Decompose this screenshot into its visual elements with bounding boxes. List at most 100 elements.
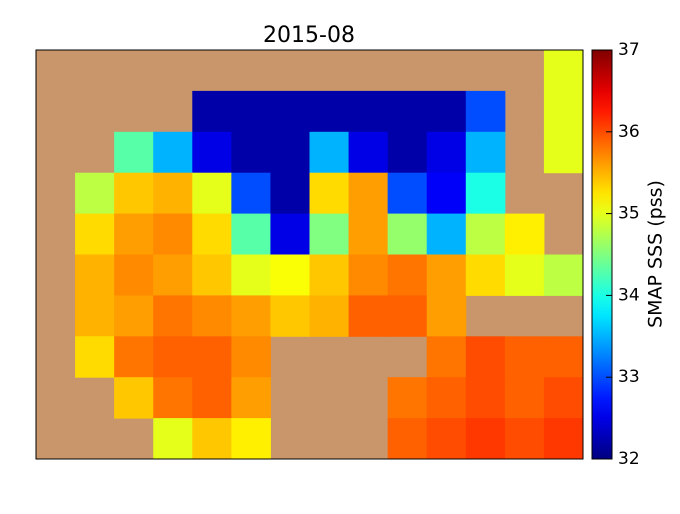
salinity-cell bbox=[504, 254, 545, 296]
salinity-cell bbox=[348, 131, 389, 174]
salinity-cell bbox=[114, 377, 154, 419]
salinity-cell bbox=[387, 418, 428, 460]
colorbar-tick-label: 35 bbox=[618, 204, 640, 224]
salinity-cell bbox=[75, 213, 115, 255]
salinity-cell bbox=[426, 213, 467, 255]
salinity-cell bbox=[309, 213, 350, 255]
salinity-cell bbox=[75, 336, 115, 378]
salinity-cell bbox=[426, 172, 467, 215]
colorbar bbox=[591, 49, 613, 460]
salinity-cell bbox=[309, 172, 350, 215]
salinity-cell bbox=[270, 213, 310, 255]
salinity-cell bbox=[426, 377, 467, 419]
salinity-cell bbox=[504, 213, 545, 255]
salinity-cell bbox=[309, 90, 350, 133]
map-title: 2015-08 bbox=[263, 23, 355, 48]
salinity-cell bbox=[192, 336, 232, 378]
salinity-cell bbox=[504, 377, 545, 419]
salinity-cell bbox=[114, 172, 154, 215]
salinity-cell bbox=[348, 295, 389, 337]
salinity-cell bbox=[192, 295, 232, 337]
salinity-cell bbox=[153, 172, 193, 215]
salinity-cell bbox=[426, 90, 467, 133]
salinity-cell bbox=[153, 377, 193, 419]
salinity-cell bbox=[192, 131, 232, 174]
salinity-cell bbox=[114, 254, 154, 296]
salinity-cell bbox=[426, 336, 467, 378]
salinity-cell bbox=[114, 131, 154, 174]
salinity-cell bbox=[387, 377, 428, 419]
salinity-cell bbox=[465, 254, 506, 296]
salinity-cell bbox=[270, 254, 310, 296]
salinity-cell bbox=[192, 172, 232, 215]
salinity-cell bbox=[465, 131, 506, 174]
salinity-cell bbox=[504, 418, 545, 460]
salinity-cell bbox=[348, 172, 389, 215]
salinity-cell bbox=[231, 295, 271, 337]
salinity-cell bbox=[231, 172, 271, 215]
salinity-cell bbox=[426, 418, 467, 460]
salinity-cell bbox=[387, 131, 428, 174]
salinity-cell bbox=[348, 90, 389, 133]
colorbar-tick-label: 36 bbox=[618, 122, 640, 142]
salinity-cell bbox=[75, 254, 115, 296]
salinity-cell bbox=[465, 336, 506, 378]
salinity-cell bbox=[387, 172, 428, 215]
salinity-cell bbox=[348, 254, 389, 296]
salinity-cell bbox=[192, 418, 232, 460]
salinity-cell bbox=[543, 131, 584, 174]
salinity-cell bbox=[153, 213, 193, 255]
salinity-cell bbox=[153, 336, 193, 378]
salinity-cell bbox=[231, 213, 271, 255]
colorbar-tick-label: 37 bbox=[618, 40, 640, 60]
salinity-cell bbox=[543, 336, 584, 378]
salinity-cell bbox=[192, 90, 232, 133]
salinity-cell bbox=[387, 295, 428, 337]
colorbar-tick-label: 34 bbox=[618, 285, 640, 305]
salinity-cell bbox=[231, 90, 271, 133]
salinity-cell bbox=[231, 377, 271, 419]
salinity-cell bbox=[270, 131, 310, 174]
salinity-cell bbox=[465, 213, 506, 255]
salinity-cell bbox=[387, 213, 428, 255]
colorbar-tick-label: 33 bbox=[618, 367, 640, 387]
salinity-cell bbox=[426, 131, 467, 174]
salinity-cell bbox=[192, 213, 232, 255]
salinity-cell bbox=[387, 254, 428, 296]
salinity-cell bbox=[231, 336, 271, 378]
salinity-cell bbox=[153, 131, 193, 174]
salinity-cell bbox=[543, 254, 584, 296]
salinity-cell bbox=[465, 90, 506, 133]
colorbar-tick-label: 32 bbox=[618, 449, 640, 469]
salinity-cell bbox=[231, 131, 271, 174]
salinity-cell bbox=[270, 295, 310, 337]
salinity-cell bbox=[153, 254, 193, 296]
salinity-cell bbox=[153, 295, 193, 337]
salinity-cell bbox=[270, 172, 310, 215]
salinity-cell bbox=[75, 295, 115, 337]
salinity-cell bbox=[465, 418, 506, 460]
salinity-cell bbox=[231, 418, 271, 460]
salinity-cell bbox=[543, 90, 584, 133]
salinity-cell bbox=[153, 418, 193, 460]
salinity-cell bbox=[426, 295, 467, 337]
salinity-cell bbox=[387, 90, 428, 133]
salinity-cell bbox=[192, 254, 232, 296]
salinity-cell bbox=[426, 254, 467, 296]
salinity-cell bbox=[231, 254, 271, 296]
map-frame bbox=[35, 49, 584, 460]
salinity-cell bbox=[270, 90, 310, 133]
salinity-cell bbox=[465, 172, 506, 215]
salinity-cell bbox=[114, 213, 154, 255]
salinity-cell bbox=[114, 295, 154, 337]
salinity-cell bbox=[543, 418, 584, 460]
salinity-cell bbox=[309, 254, 350, 296]
salinity-cell bbox=[114, 336, 154, 378]
salinity-cell bbox=[75, 172, 115, 215]
salinity-cell bbox=[348, 213, 389, 255]
salinity-cell bbox=[504, 336, 545, 378]
salinity-cell bbox=[543, 50, 584, 92]
salinity-cell bbox=[543, 377, 584, 419]
salinity-cell bbox=[465, 377, 506, 419]
colorbar-label: SMAP SSS (pss) bbox=[645, 180, 667, 328]
